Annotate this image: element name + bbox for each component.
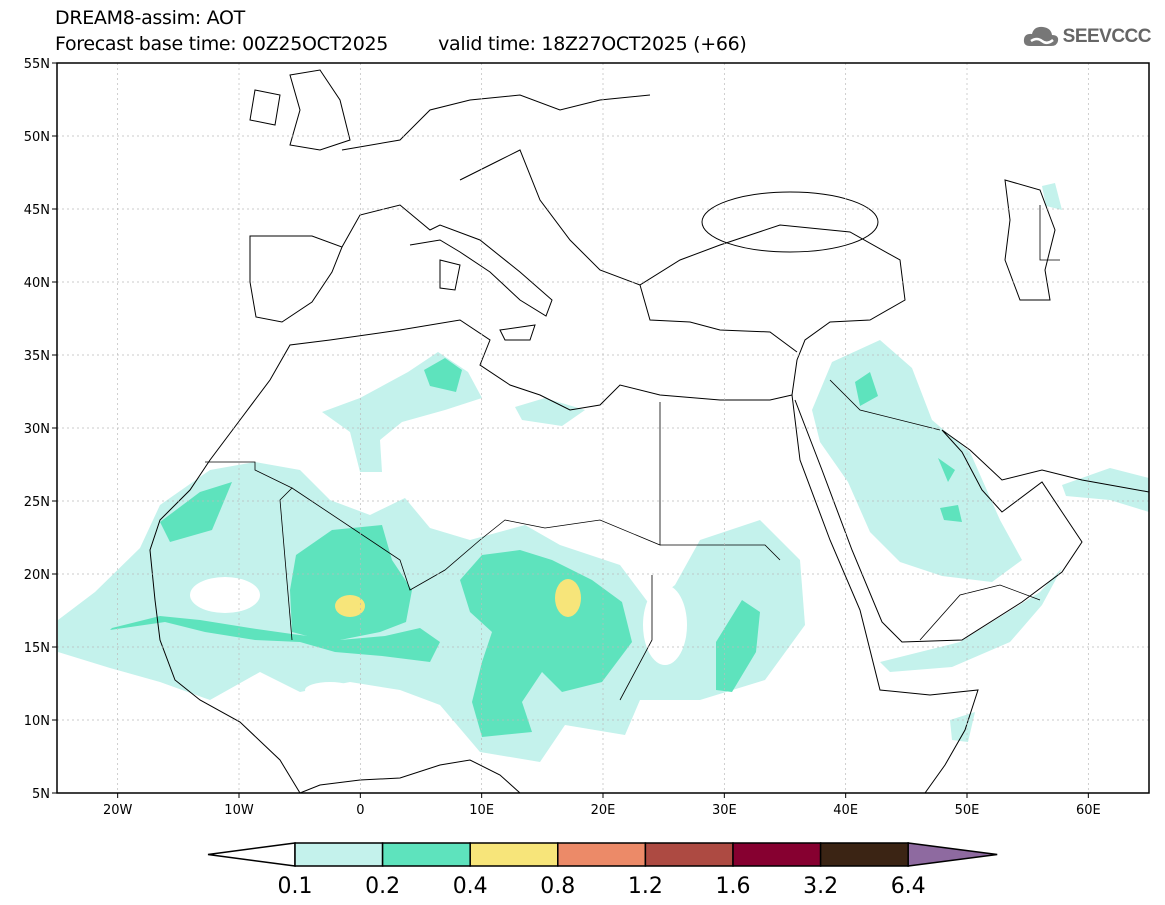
lon-tick-label: 20E — [591, 803, 616, 818]
lat-tick-label: 40N — [24, 276, 50, 291]
time-info: Forecast base time: 00Z25OCT2025 valid ti… — [55, 33, 747, 55]
colorbar-label: 0.2 — [365, 874, 400, 899]
colorbar-swatch — [294, 842, 384, 867]
axis-ticks: 55N 50N 45N 40N 35N 30N 25N 20N 15N 10N 5N 20W 10W 0 1… — [24, 57, 1101, 818]
lon-tick-label: 10W — [224, 803, 254, 818]
colorbar-label: 0.4 — [453, 874, 488, 899]
lon-tick-label: 0 — [356, 803, 364, 818]
lat-tick-label: 35N — [24, 349, 50, 364]
lat-tick-label: 10N — [24, 714, 50, 729]
lon-tick-label: 20W — [103, 803, 133, 818]
colorbar-label: 1.6 — [716, 874, 751, 899]
colorbar-label: 0.8 — [540, 874, 575, 899]
colorbar-label: 3.2 — [803, 874, 838, 899]
colorbar-swatch — [819, 842, 909, 867]
lat-tick-label: 5N — [32, 787, 50, 802]
aot-below-0.1-holes — [190, 443, 687, 698]
lat-tick-label: 25N — [24, 495, 50, 510]
aot-0.2-0.4 — [110, 358, 962, 737]
colorbar: 0.1 0.2 0.4 0.8 1.2 1.6 3.2 6.4 — [207, 842, 998, 899]
colorbar-swatch — [644, 842, 734, 867]
coastlines — [149, 69, 1149, 793]
base-time: Forecast base time: 00Z25OCT2025 — [55, 33, 389, 55]
colorbar-swatch — [381, 842, 471, 867]
seevccc-logo: SEEVCCC — [1022, 24, 1152, 50]
valid-time: valid time: 18Z27OCT2025 (+66) — [438, 33, 747, 55]
graticule — [57, 63, 1149, 793]
lat-tick-label: 15N — [24, 641, 50, 656]
cloud-icon — [1023, 26, 1058, 46]
colorbar-label: 6.4 — [891, 874, 926, 899]
lon-tick-label: 40E — [833, 803, 858, 818]
lon-tick-label: 60E — [1076, 803, 1101, 818]
chart-title: DREAM8-assim: AOT — [55, 7, 245, 29]
colorbar-under-arrow — [207, 842, 296, 867]
lat-tick-label: 50N — [24, 130, 50, 145]
aot-0.4-0.8 — [335, 579, 581, 617]
lon-tick-label: 30E — [712, 803, 737, 818]
colorbar-swatch — [732, 842, 822, 867]
colorbar-swatch — [469, 842, 559, 867]
lat-tick-label: 30N — [24, 422, 50, 437]
dust-layer — [57, 63, 1149, 793]
colorbar-over-arrow — [907, 842, 998, 867]
logo-text: SEEVCCC — [1062, 26, 1152, 47]
lon-tick-label: 50E — [955, 803, 980, 818]
colorbar-label: 1.2 — [628, 874, 663, 899]
lat-tick-label: 45N — [24, 203, 50, 218]
colorbar-label: 0.1 — [278, 874, 313, 899]
lat-tick-label: 20N — [24, 568, 50, 583]
lat-tick-label: 55N — [24, 57, 50, 72]
borders — [205, 205, 1060, 701]
colorbar-swatch — [557, 842, 647, 867]
lon-tick-label: 10E — [469, 803, 494, 818]
